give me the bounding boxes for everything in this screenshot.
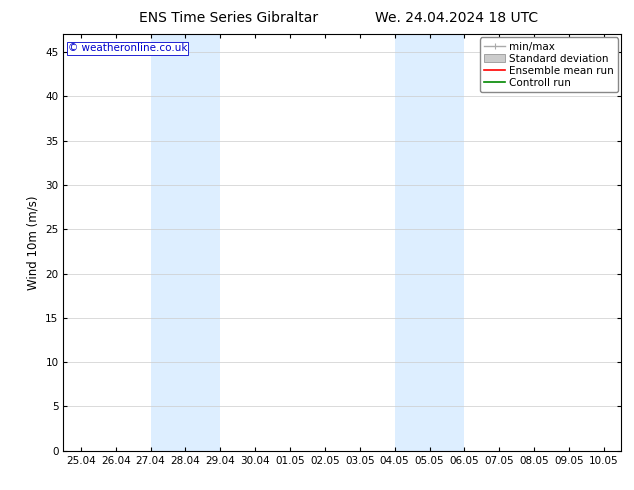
- Bar: [150, 34, 221, 451]
- Text: © weatheronline.co.uk: © weatheronline.co.uk: [68, 44, 188, 53]
- Legend: min/max, Standard deviation, Ensemble mean run, Controll run: min/max, Standard deviation, Ensemble me…: [480, 37, 618, 92]
- Bar: [394, 34, 464, 451]
- Text: We. 24.04.2024 18 UTC: We. 24.04.2024 18 UTC: [375, 11, 538, 25]
- Y-axis label: Wind 10m (m/s): Wind 10m (m/s): [27, 196, 40, 290]
- Text: ENS Time Series Gibraltar: ENS Time Series Gibraltar: [139, 11, 318, 25]
